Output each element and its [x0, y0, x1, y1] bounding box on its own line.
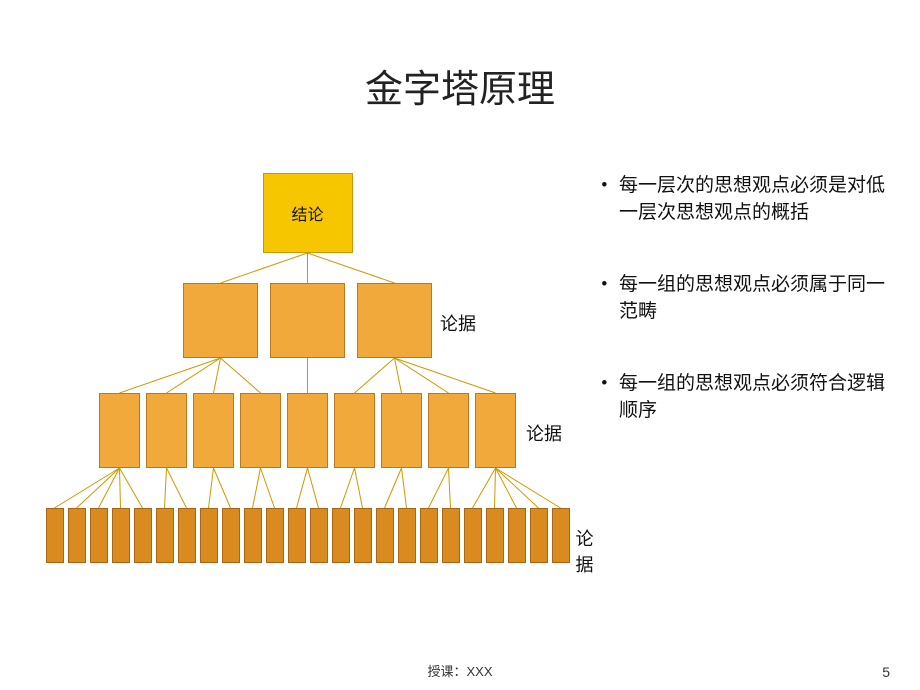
pyramid-node [193, 393, 234, 468]
pyramid-node [99, 393, 140, 468]
pyramid-node [464, 508, 482, 563]
pyramid-node [287, 393, 328, 468]
pyramid-node [530, 508, 548, 563]
bullet-text: 每一层次的思想观点必须是对低一层次思想观点的概括 [619, 173, 890, 226]
pyramid-node [200, 508, 218, 563]
pyramid-node [266, 508, 284, 563]
pyramid-node [354, 508, 372, 563]
pyramid-node [376, 508, 394, 563]
content-row: 结论论据论据论据 •每一层次的思想观点必须是对低一层次思想观点的概括 •每一组的… [0, 113, 920, 583]
pyramid-node [222, 508, 240, 563]
pyramid-node [334, 393, 375, 468]
bullet-text: 每一组的思想观点必须符合逻辑顺序 [619, 371, 890, 424]
pyramid-node: 结论 [263, 173, 353, 253]
bullet-item: •每一层次的思想观点必须是对低一层次思想观点的概括 [595, 173, 890, 226]
pyramid-node [112, 508, 130, 563]
pyramid-node [398, 508, 416, 563]
pyramid-node [288, 508, 306, 563]
slide-title: 金字塔原理 [0, 0, 920, 113]
pyramid-node [420, 508, 438, 563]
pyramid-node [244, 508, 262, 563]
pyramid-node [90, 508, 108, 563]
bullet-text: 每一组的思想观点必须属于同一范畴 [619, 272, 890, 325]
pyramid-node [240, 393, 281, 468]
pyramid-node [357, 283, 432, 358]
bullet-item: •每一组的思想观点必须符合逻辑顺序 [595, 371, 890, 424]
bullet-dot: • [595, 272, 619, 325]
pyramid-node [442, 508, 460, 563]
bullet-list: •每一层次的思想观点必须是对低一层次思想观点的概括 •每一组的思想观点必须属于同… [585, 153, 890, 583]
pyramid-node [428, 393, 469, 468]
pyramid-node [146, 393, 187, 468]
bullet-dot: • [595, 371, 619, 424]
pyramid-node [134, 508, 152, 563]
pyramid-diagram: 结论论据论据论据 [30, 153, 585, 583]
pyramid-node [332, 508, 350, 563]
footer-text: 授课：XXX [0, 661, 920, 680]
row-label: 论据 [440, 310, 476, 336]
pyramid-node [552, 508, 570, 563]
pyramid-node [156, 508, 174, 563]
bullet-dot: • [595, 173, 619, 226]
bullet-item: •每一组的思想观点必须属于同一范畴 [595, 272, 890, 325]
pyramid-node [68, 508, 86, 563]
page-number: 5 [882, 664, 890, 680]
pyramid-node [46, 508, 64, 563]
pyramid-node [475, 393, 516, 468]
pyramid-node [486, 508, 504, 563]
row-label: 论据 [576, 525, 594, 577]
pyramid-node [178, 508, 196, 563]
pyramid-node [381, 393, 422, 468]
row-label: 论据 [526, 420, 562, 446]
pyramid-node [270, 283, 345, 358]
pyramid-node [183, 283, 258, 358]
pyramid-node [508, 508, 526, 563]
pyramid-node [310, 508, 328, 563]
